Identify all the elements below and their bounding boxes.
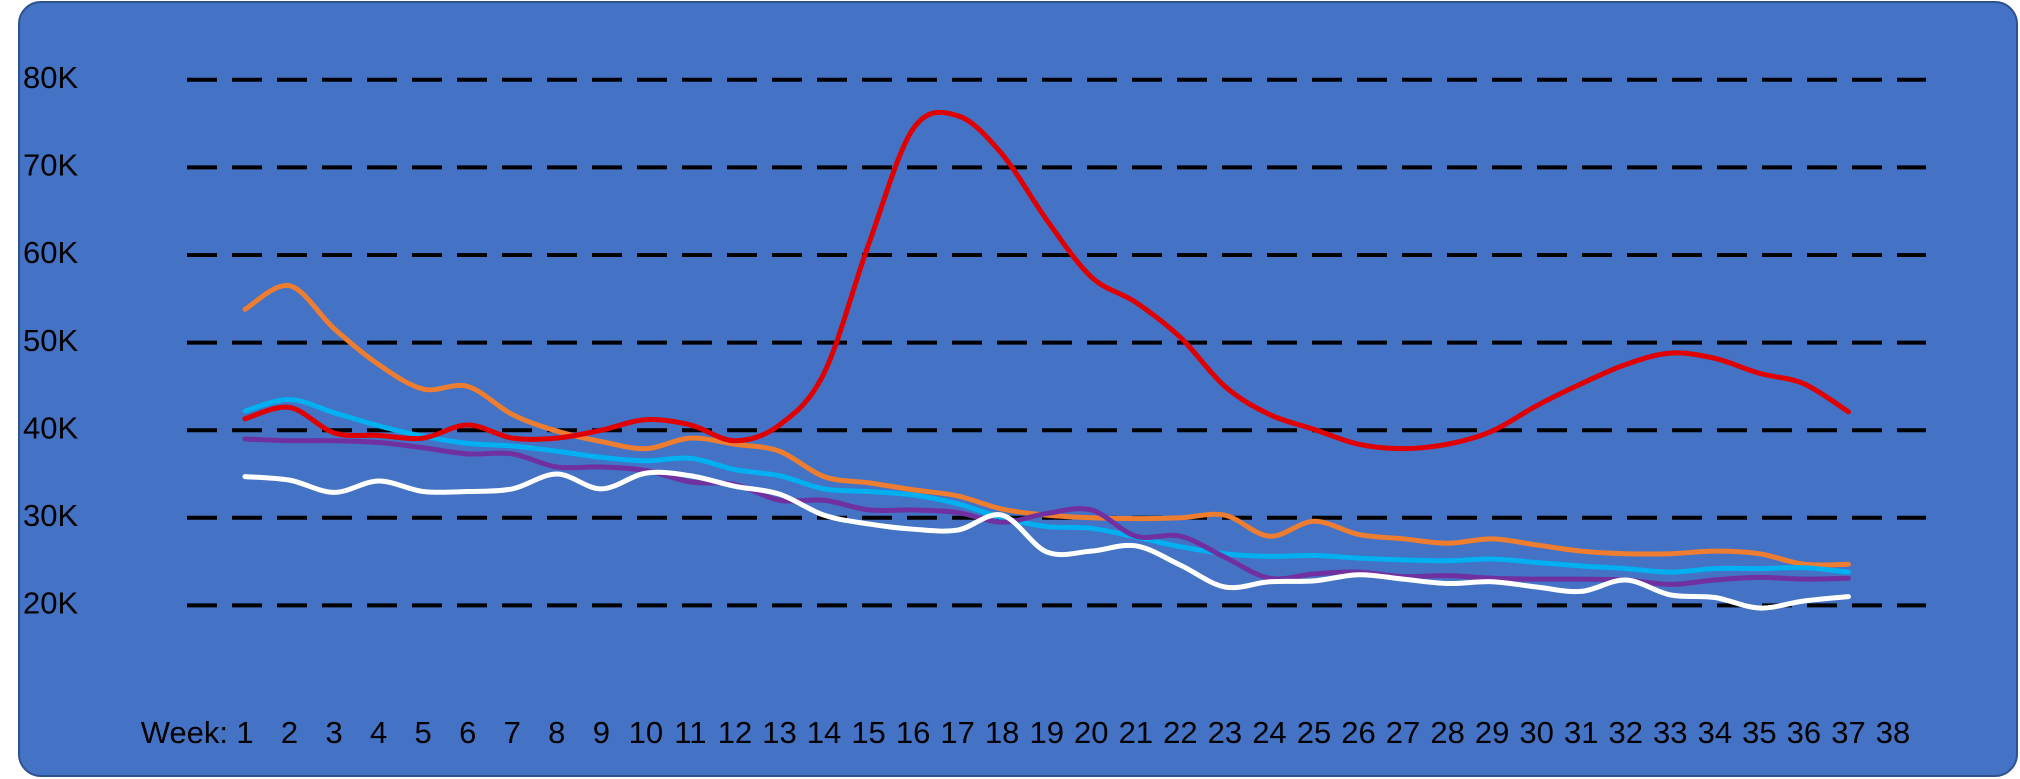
x-tick-label: 7 — [504, 715, 521, 750]
chart-background — [18, 1, 2018, 777]
x-tick-label: 6 — [459, 715, 476, 750]
x-tick-label: 16 — [896, 715, 930, 750]
x-tick-label: 8 — [548, 715, 565, 750]
y-tick-label: 30K — [23, 498, 78, 533]
y-tick-label: 80K — [23, 60, 78, 95]
x-tick-label: 31 — [1564, 715, 1598, 750]
x-tick-label: 38 — [1876, 715, 1910, 750]
y-tick-label: 60K — [23, 235, 78, 270]
x-tick-label: 12 — [718, 715, 752, 750]
x-tick-label: 26 — [1341, 715, 1375, 750]
y-tick-label: 70K — [23, 148, 78, 183]
x-tick-label: 17 — [940, 715, 974, 750]
x-tick-label: 15 — [851, 715, 885, 750]
x-tick-label: 37 — [1831, 715, 1865, 750]
x-tick-label: 34 — [1698, 715, 1732, 750]
x-tick-label: 5 — [415, 715, 432, 750]
series-line — [242, 436, 1851, 587]
x-tick-label: 28 — [1430, 715, 1464, 750]
x-tick-label: 29 — [1475, 715, 1509, 750]
x-tick-label: 19 — [1029, 715, 1063, 750]
y-tick-label: 40K — [23, 410, 78, 445]
x-tick-label: 23 — [1208, 715, 1242, 750]
x-tick-label: 25 — [1297, 715, 1331, 750]
x-tick-label: 13 — [762, 715, 796, 750]
x-tick-label: 36 — [1787, 715, 1821, 750]
x-tick-label: 10 — [629, 715, 663, 750]
x-tick-label: 24 — [1252, 715, 1286, 750]
y-tick-label: 20K — [23, 586, 78, 621]
x-tick-label: 4 — [370, 715, 387, 750]
series-line — [242, 397, 1851, 575]
x-tick-label: 11 — [674, 715, 706, 750]
x-tick-label: 33 — [1653, 715, 1687, 750]
x-tick-label: 21 — [1119, 715, 1153, 750]
series-line — [242, 109, 1851, 452]
x-tick-label: 18 — [985, 715, 1019, 750]
x-tick-label: 14 — [807, 715, 841, 750]
x-tick-label: 32 — [1609, 715, 1643, 750]
x-tick-label: 20 — [1074, 715, 1108, 750]
x-axis-label: Week: — [141, 715, 228, 750]
x-tick-label: 30 — [1519, 715, 1553, 750]
y-tick-label: 50K — [23, 323, 78, 358]
x-tick-label: 2 — [281, 715, 298, 750]
x-tick-label: 3 — [325, 715, 342, 750]
x-tick-label: 9 — [593, 715, 610, 750]
x-tick-label: 35 — [1742, 715, 1776, 750]
series-line — [242, 469, 1851, 611]
x-tick-label: 22 — [1163, 715, 1197, 750]
x-tick-label: 27 — [1386, 715, 1420, 750]
x-tick-label: 1 — [236, 715, 253, 750]
